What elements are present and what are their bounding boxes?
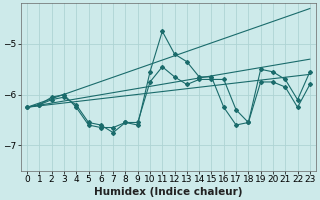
X-axis label: Humidex (Indice chaleur): Humidex (Indice chaleur): [94, 187, 243, 197]
